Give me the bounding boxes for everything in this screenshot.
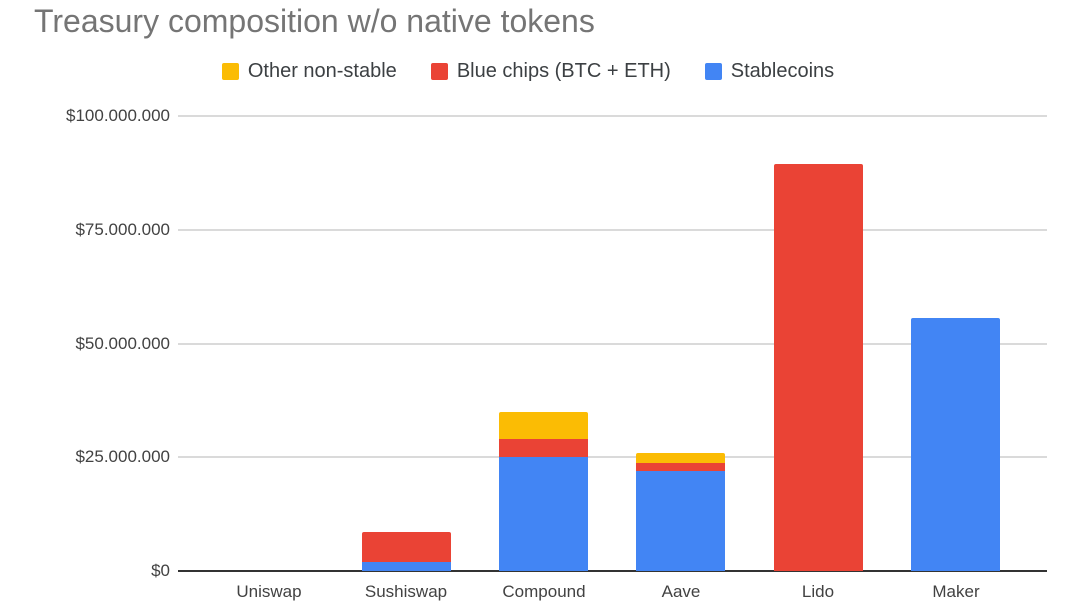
legend: Other non-stable Blue chips (BTC + ETH) St…: [0, 58, 1068, 84]
bar-segment-compound-blue-chips-btc-eth: [499, 439, 588, 458]
gridline: [178, 115, 1047, 117]
y-tick-label: $75.000.000: [75, 219, 170, 239]
y-tick-label: $0: [151, 561, 170, 580]
bar-segment-sushiswap-blue-chips-btc-eth: [362, 532, 451, 562]
bar-segment-maker-stablecoins: [911, 318, 1000, 571]
x-tick-label-aave: Aave: [661, 582, 701, 601]
x-tick-label-uniswap: Uniswap: [236, 582, 302, 601]
bar-segment-compound-stablecoins: [499, 457, 588, 571]
legend-label-blue-chips-btc-eth: Blue chips (BTC + ETH): [456, 59, 671, 82]
gridline: [178, 228, 1047, 231]
y-tick-label: $100.000.000: [66, 106, 170, 125]
legend-swatch-blue-chips-btc-eth-icon: [430, 62, 448, 80]
legend-item-other-non-stable: Other non-stable: [221, 59, 397, 83]
x-tick-label-compound: Compound: [502, 582, 586, 601]
x-axis-line: [178, 570, 1047, 572]
legend-item-stablecoins: Stablecoins: [704, 59, 835, 83]
bar-segment-compound-other-non-stable: [499, 411, 588, 440]
y-tick-label: $25.000.000: [75, 447, 170, 467]
bar-segment-aave-blue-chips-btc-eth: [636, 462, 725, 471]
gridline: [178, 456, 1047, 459]
legend-label-other-non-stable: Other non-stable: [247, 59, 397, 82]
legend-label-stablecoins: Stablecoins: [730, 59, 835, 82]
legend-item-blue-chips-btc-eth: Blue chips (BTC + ETH): [430, 59, 671, 83]
x-tick-label-lido: Lido: [801, 582, 835, 601]
x-tick-label-sushiswap: Sushiswap: [364, 582, 448, 601]
bar-segment-aave-stablecoins: [636, 470, 725, 571]
gridline: [178, 342, 1047, 345]
legend-swatch-other-non-stable-icon: [221, 62, 239, 80]
legend-swatch-stablecoins-icon: [704, 62, 722, 80]
y-tick-label: $50.000.000: [75, 333, 170, 353]
bar-segment-aave-other-non-stable: [636, 452, 725, 463]
bar-segment-lido-blue-chips-btc-eth: [774, 163, 863, 571]
chart-title: Treasury composition w/o native tokens: [34, 3, 595, 39]
bar-segment-sushiswap-stablecoins: [362, 561, 451, 571]
x-tick-label-maker: Maker: [932, 582, 980, 601]
